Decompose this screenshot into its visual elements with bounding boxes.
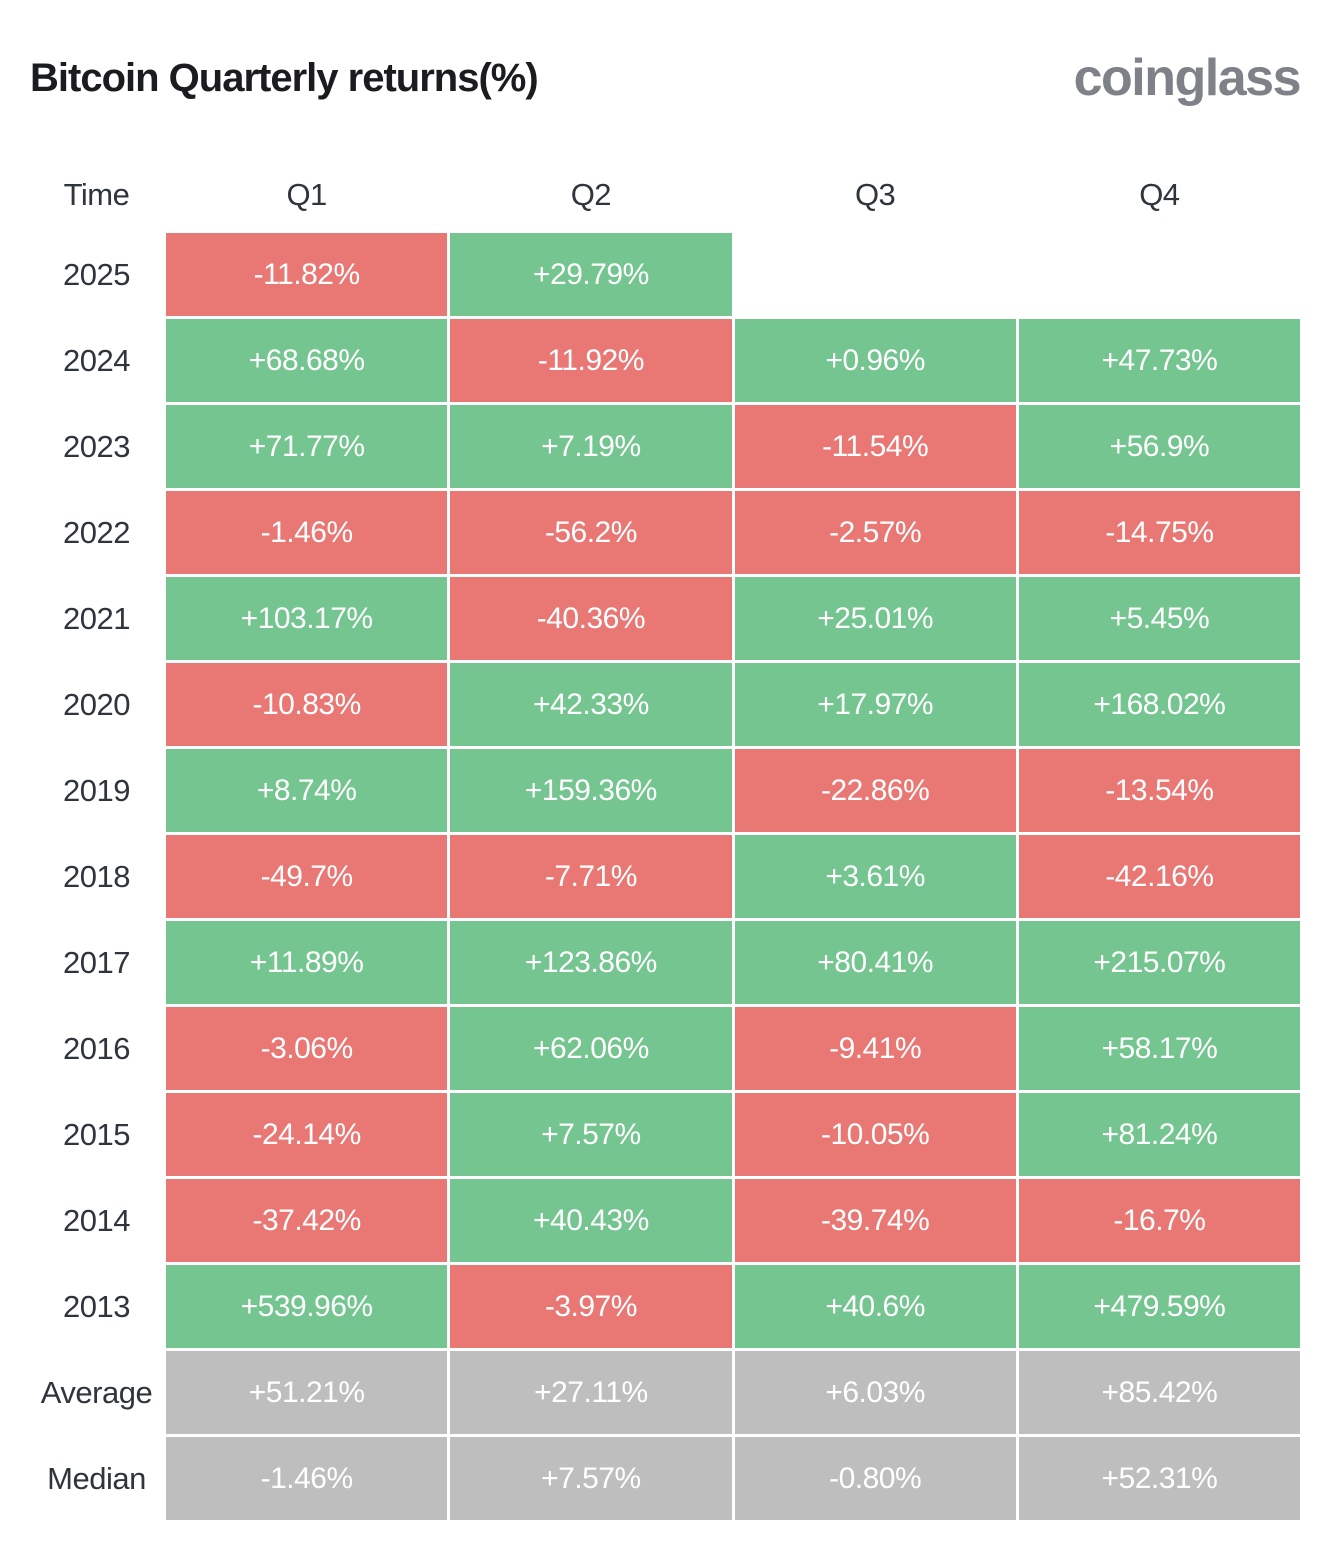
return-cell-2023-q3: -11.54% — [734, 405, 1016, 488]
return-cell-2015-q1: -24.14% — [166, 1093, 448, 1176]
return-cell-median-q3: -0.80% — [734, 1437, 1016, 1520]
return-cell-2013-q2: -3.97% — [450, 1265, 732, 1348]
returns-table: Time Q1 Q2 Q3 Q4 2025 -11.82% +29.79% 2024 +68.68… — [30, 160, 1300, 1520]
row-label-2023: 2023 — [63, 428, 130, 464]
row-label-2025: 2025 — [63, 256, 130, 292]
return-cell-2013-q4: +479.59% — [1018, 1265, 1300, 1348]
return-cell-2020-q4: +168.02% — [1018, 663, 1300, 746]
return-cell-2025-q4 — [1019, 233, 1300, 316]
return-cell-average-q2: +27.11% — [450, 1351, 732, 1434]
page-header: Bitcoin Quarterly returns(%) coinglass — [30, 42, 1302, 114]
row-label-2024: 2024 — [63, 342, 130, 378]
return-cell-2014-q1: -37.42% — [166, 1179, 448, 1262]
return-cell-2016-q2: +62.06% — [450, 1007, 732, 1090]
return-cell-2016-q3: -9.41% — [734, 1007, 1016, 1090]
row-label-2021: 2021 — [63, 600, 130, 636]
return-cell-2021-q3: +25.01% — [734, 577, 1016, 660]
return-cell-2021-q2: -40.36% — [450, 577, 732, 660]
return-cell-2024-q1: +68.68% — [166, 319, 448, 402]
return-cell-2013-q1: +539.96% — [166, 1265, 448, 1348]
return-cell-2025-q2: +29.79% — [450, 233, 732, 316]
return-cell-2017-q4: +215.07% — [1018, 921, 1300, 1004]
return-cell-average-q1: +51.21% — [166, 1351, 448, 1434]
return-cell-2016-q4: +58.17% — [1018, 1007, 1300, 1090]
return-cell-2018-q2: -7.71% — [450, 835, 732, 918]
column-header-q3: Q3 — [854, 177, 896, 212]
return-cell-average-q3: +6.03% — [734, 1351, 1016, 1434]
return-cell-2019-q2: +159.36% — [450, 749, 732, 832]
return-cell-2024-q3: +0.96% — [734, 319, 1016, 402]
return-cell-2015-q2: +7.57% — [450, 1093, 732, 1176]
return-cell-2019-q4: -13.54% — [1018, 749, 1300, 832]
coinglass-logo: coinglass — [1073, 49, 1302, 107]
return-cell-2025-q1: -11.82% — [166, 233, 448, 316]
return-cell-2021-q1: +103.17% — [166, 577, 448, 660]
return-cell-2019-q1: +8.74% — [166, 749, 448, 832]
column-header-q1: Q1 — [286, 177, 327, 212]
row-label-2020: 2020 — [63, 686, 130, 722]
return-cell-2016-q1: -3.06% — [166, 1007, 448, 1090]
return-cell-2024-q4: +47.73% — [1018, 319, 1300, 402]
return-cell-2015-q3: -10.05% — [734, 1093, 1016, 1176]
return-cell-2021-q4: +5.45% — [1018, 577, 1300, 660]
row-label-2022: 2022 — [63, 514, 130, 550]
row-label-2015: 2015 — [63, 1116, 130, 1152]
return-cell-2022-q1: -1.46% — [166, 491, 448, 574]
return-cell-2014-q3: -39.74% — [734, 1179, 1016, 1262]
page-title: Bitcoin Quarterly returns(%) — [30, 55, 539, 100]
return-cell-average-q4: +85.42% — [1018, 1351, 1300, 1434]
row-label-2013: 2013 — [63, 1288, 130, 1324]
return-cell-2023-q2: +7.19% — [450, 405, 732, 488]
return-cell-median-q2: +7.57% — [450, 1437, 732, 1520]
return-cell-median-q1: -1.46% — [166, 1437, 448, 1520]
return-cell-2014-q4: -16.7% — [1018, 1179, 1300, 1262]
column-header-time: Time — [63, 177, 130, 212]
return-cell-2023-q1: +71.77% — [166, 405, 448, 488]
row-label-2018: 2018 — [63, 858, 130, 894]
return-cell-2022-q3: -2.57% — [734, 491, 1016, 574]
return-cell-2018-q1: -49.7% — [166, 835, 448, 918]
return-cell-2022-q2: -56.2% — [450, 491, 732, 574]
return-cell-2015-q4: +81.24% — [1018, 1093, 1300, 1176]
return-cell-2020-q3: +17.97% — [734, 663, 1016, 746]
return-cell-2020-q1: -10.83% — [166, 663, 448, 746]
row-label-average: Average — [40, 1374, 153, 1410]
return-cell-2017-q1: +11.89% — [166, 921, 448, 1004]
row-label-2019: 2019 — [63, 772, 130, 808]
return-cell-2023-q4: +56.9% — [1018, 405, 1300, 488]
return-cell-2018-q4: -42.16% — [1018, 835, 1300, 918]
row-label-2017: 2017 — [63, 944, 130, 980]
return-cell-2022-q4: -14.75% — [1018, 491, 1300, 574]
row-label-2016: 2016 — [63, 1030, 130, 1066]
return-cell-2013-q3: +40.6% — [734, 1265, 1016, 1348]
row-label-2014: 2014 — [63, 1202, 130, 1238]
return-cell-2019-q3: -22.86% — [734, 749, 1016, 832]
return-cell-2014-q2: +40.43% — [450, 1179, 732, 1262]
column-header-q4: Q4 — [1139, 177, 1180, 212]
return-cell-2018-q3: +3.61% — [734, 835, 1016, 918]
return-cell-2024-q2: -11.92% — [450, 319, 732, 402]
return-cell-2017-q2: +123.86% — [450, 921, 732, 1004]
return-cell-2017-q3: +80.41% — [734, 921, 1016, 1004]
column-header-q2: Q2 — [570, 177, 612, 212]
row-label-median: Median — [47, 1460, 146, 1496]
return-cell-2025-q3 — [735, 233, 1016, 316]
return-cell-2020-q2: +42.33% — [450, 663, 732, 746]
return-cell-median-q4: +52.31% — [1018, 1437, 1300, 1520]
